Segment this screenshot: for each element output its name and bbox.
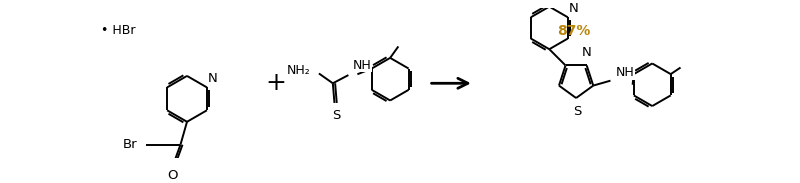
Text: S: S	[332, 109, 340, 122]
Text: • HBr: • HBr	[101, 24, 135, 37]
Text: N: N	[208, 72, 218, 85]
Text: O: O	[167, 169, 178, 182]
Text: 87%: 87%	[557, 24, 590, 38]
Text: NH₂: NH₂	[287, 64, 310, 77]
Text: NH: NH	[615, 66, 634, 79]
Text: N: N	[582, 46, 591, 59]
Text: S: S	[573, 104, 581, 118]
Text: +: +	[265, 71, 286, 95]
Text: Br: Br	[123, 138, 138, 151]
Text: NH: NH	[353, 59, 371, 72]
Text: N: N	[569, 2, 578, 15]
